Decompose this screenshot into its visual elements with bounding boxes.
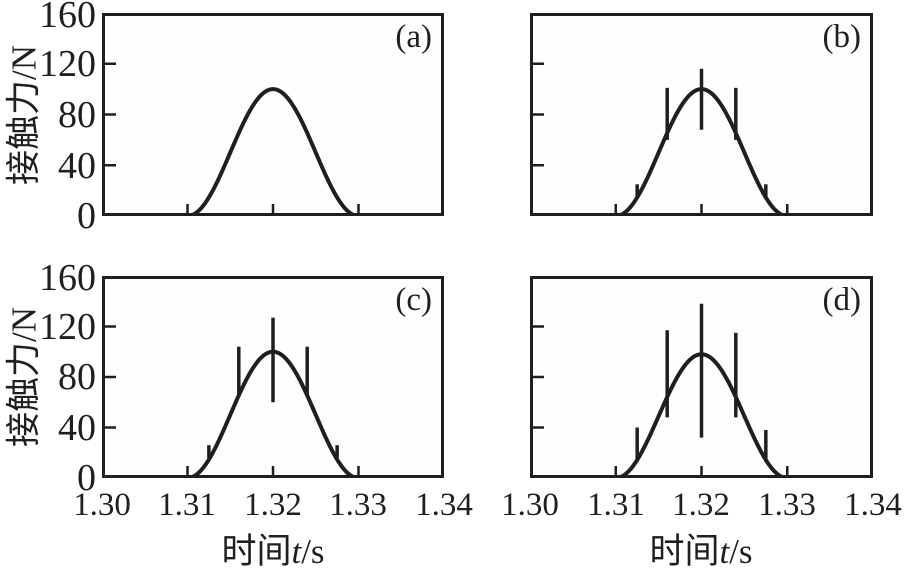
subplot-b: (b) (530, 13, 873, 216)
panel-label-d: (d) (822, 282, 861, 318)
xtick-left-133: 1.33 (329, 487, 387, 523)
xtick-left-130: 1.30 (73, 487, 131, 523)
subplot-d: (d) (530, 276, 873, 478)
xtick-right-133: 1.33 (758, 487, 816, 523)
ytick-row1-40: 40 (58, 145, 96, 187)
x-axis-title-cn: 时间 (221, 532, 292, 571)
ytick-row1-80: 80 (58, 94, 96, 136)
panel-label-c: (c) (395, 282, 432, 318)
subplot-c: (c) (102, 276, 444, 478)
panel-label-b: (b) (822, 19, 861, 55)
panel-label-a: (a) (395, 19, 432, 55)
ytick-row2-160: 160 (39, 257, 96, 299)
x-axis-title-var: t (719, 532, 730, 571)
xtick-right-130: 1.30 (501, 487, 559, 523)
ytick-row2-120: 120 (39, 306, 96, 348)
xtick-right-134: 1.34 (844, 487, 902, 523)
xtick-left-131: 1.31 (158, 487, 216, 523)
x-axis-title-left: 时间t/s (221, 534, 324, 569)
subplot-a: (a) (102, 13, 444, 216)
x-axis-title-unit: /s (729, 532, 753, 571)
x-axis-title-unit: /s (301, 532, 325, 571)
x-axis-title-right: 时间t/s (649, 534, 752, 569)
ytick-row1-160: 160 (39, 0, 96, 36)
y-axis-title-row2: 接触力/N (4, 306, 44, 448)
y-axis-title-row1: 接触力/N (4, 44, 44, 186)
ytick-row2-80: 80 (58, 356, 96, 398)
subplot-c-plot (102, 276, 444, 478)
x-axis-title-cn: 时间 (649, 532, 720, 571)
ytick-row1-120: 120 (39, 43, 96, 85)
ytick-row1-0: 0 (77, 195, 96, 237)
xtick-right-131: 1.31 (587, 487, 645, 523)
xtick-right-132: 1.32 (672, 487, 730, 523)
subplot-d-plot (530, 276, 873, 478)
ytick-row2-40: 40 (58, 407, 96, 449)
xtick-left-132: 1.32 (244, 487, 302, 523)
xtick-left-134: 1.34 (415, 487, 473, 523)
subplot-b-plot (530, 13, 873, 216)
subplot-a-plot (102, 13, 444, 216)
ytick-row2-0: 0 (77, 457, 96, 499)
x-axis-title-var: t (291, 532, 302, 571)
